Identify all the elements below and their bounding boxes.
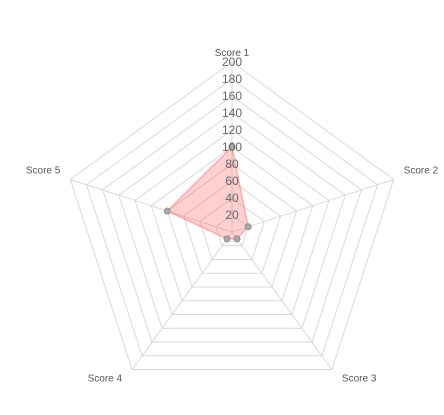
tick-label-180: 180	[222, 72, 242, 86]
tick-label-200: 200	[222, 55, 242, 69]
spoke-5	[70, 178, 233, 233]
axis-label-score-1: Score 1	[215, 48, 250, 59]
data-point-3	[233, 235, 241, 243]
tick-label-100: 100	[222, 140, 242, 154]
grid-ring-160	[102, 95, 362, 343]
grid-ring-100	[150, 146, 314, 302]
data-point-4	[223, 235, 231, 243]
grid-ring-40	[199, 197, 265, 261]
data-point-1	[228, 143, 236, 151]
data-point-5	[163, 207, 171, 215]
spoke-2	[231, 178, 394, 233]
tick-label-20: 20	[225, 208, 239, 222]
axis-label-score-4: Score 4	[88, 374, 123, 385]
grid-ring-120	[134, 129, 330, 316]
tick-label-80: 80	[225, 157, 239, 171]
data-point-2	[244, 223, 252, 231]
series-area-0	[166, 145, 249, 240]
spoke-3	[231, 231, 333, 370]
grid-ring-180	[85, 78, 379, 357]
grid-ring-140	[118, 112, 346, 329]
axis-label-score-5: Score 5	[26, 165, 61, 176]
tick-label-layer: 20 40 60 80 100 120 140 160 180 200	[222, 55, 242, 222]
axis-label-score-3: Score 3	[342, 374, 377, 385]
spoke-4	[131, 231, 233, 370]
tick-label-140: 140	[222, 106, 242, 120]
series-layer	[163, 143, 252, 243]
grid-layer	[69, 61, 395, 371]
axis-label-layer: Score 1 Score 2 Score 3 Score 4 Score 5	[26, 48, 439, 385]
grid-ring-80	[166, 163, 298, 288]
axis-label-score-2: Score 2	[404, 165, 439, 176]
grid-ring-60	[182, 180, 282, 274]
spoke-layer	[70, 62, 394, 370]
tick-label-40: 40	[225, 191, 239, 205]
grid-ring-200	[69, 61, 395, 371]
tick-label-160: 160	[222, 89, 242, 103]
tick-label-120: 120	[222, 123, 242, 137]
tick-label-60: 60	[225, 174, 239, 188]
